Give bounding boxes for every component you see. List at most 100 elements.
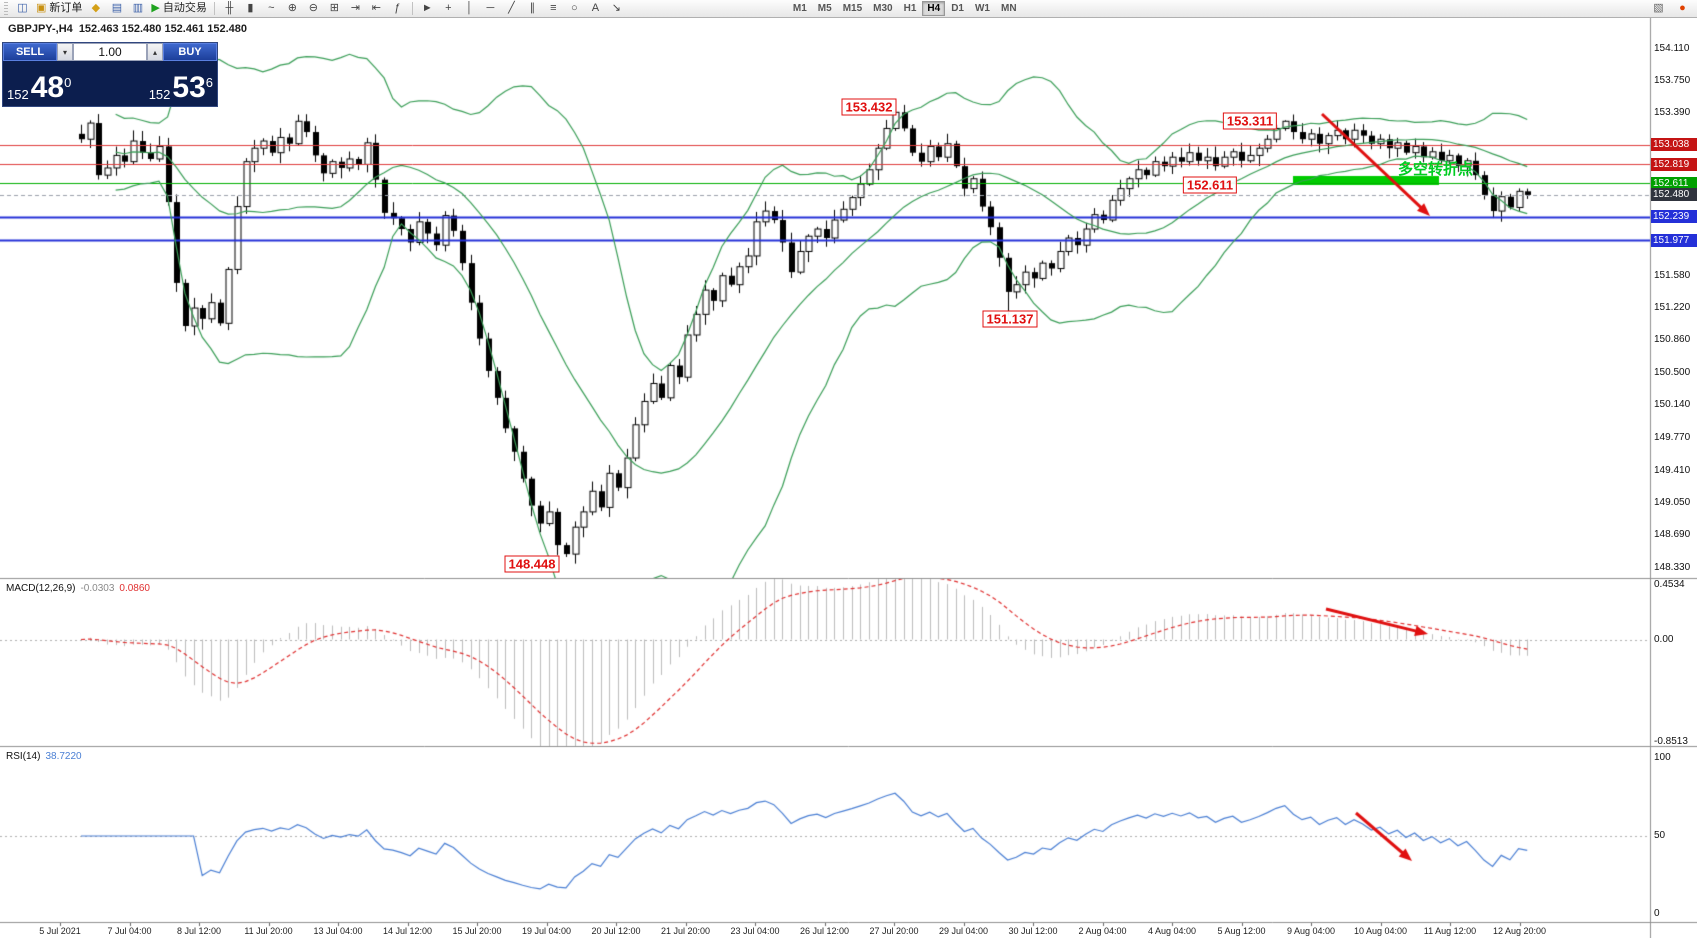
price-callout-152.611[interactable]: 152.611	[1182, 176, 1238, 194]
bar-chart-icon[interactable]: ╫	[219, 0, 240, 17]
text-icon[interactable]: A	[585, 0, 606, 17]
shapes-icon[interactable]: ○	[564, 0, 585, 17]
timeframe-button-m15[interactable]: M15	[842, 3, 863, 14]
buy-button[interactable]: BUY	[163, 43, 217, 61]
autotrade-button[interactable]: ▶ 自动交易	[148, 0, 209, 17]
one-click-trade-panel: SELL ▾ 1.00 ▴ BUY 152 48 0 152 53 6	[2, 42, 218, 107]
time-axis-label: 11 Aug 12:00	[1423, 926, 1477, 936]
volume-input[interactable]: 1.00	[73, 43, 147, 61]
rsi-axis-label: 50	[1654, 830, 1666, 841]
line-chart-icon[interactable]: ~	[261, 0, 282, 17]
zoom-out-icon[interactable]: ⊖	[303, 0, 324, 17]
new-order-button[interactable]: ▣ 新订单	[33, 0, 85, 17]
price-callout-151.137[interactable]: 151.137	[982, 310, 1038, 328]
data-window-icon: ▥	[132, 2, 144, 14]
price-callout-148.448[interactable]: 148.448	[504, 555, 560, 573]
indicators-icon[interactable]: ƒ	[387, 0, 408, 17]
bar-chart-icon: ╫	[225, 2, 234, 14]
price-axis-label: 153.750	[1654, 74, 1691, 86]
new-order-button-label: 新订单	[49, 2, 83, 14]
timeframe-button-h1[interactable]: H1	[903, 3, 917, 14]
time-axis-label: 7 Jul 04:00	[107, 926, 152, 936]
auto-scroll-icon[interactable]: ⇥	[345, 0, 366, 17]
rsi-value: 38.7220	[45, 751, 82, 762]
chart-shift-icon[interactable]: ⇤	[366, 0, 387, 17]
timeframe-button-h4[interactable]: H4	[922, 1, 946, 16]
zoom-in-icon[interactable]: ⊕	[282, 0, 303, 17]
time-axis-label: 13 Jul 04:00	[313, 926, 363, 936]
time-axis-label: 10 Aug 04:00	[1353, 926, 1408, 936]
shapes-icon: ○	[571, 2, 578, 14]
price-tag-152.239: 152.239	[1651, 210, 1697, 224]
alert-icon: ●	[1679, 2, 1686, 14]
price-callout-153.432[interactable]: 153.432	[841, 98, 897, 116]
time-axis-label: 19 Jul 04:00	[521, 926, 572, 936]
time-axis-label: 9 Aug 04:00	[1286, 926, 1336, 936]
toolbar: ◫ ▣ 新订单 ◆ ▤ ▥ ▶ 自动交易 ╫ ▮ ~ ⊕ ⊖ ⊞ ⇥ ⇤ ƒ ► + │ ─ ╱ ∥ ≡ ○ A ↘ M1 M5 M…	[0, 0, 1697, 18]
volume-increase-button[interactable]: ▴	[147, 43, 163, 61]
price-axis-label: 149.410	[1654, 464, 1691, 476]
time-axis-label: 30 Jul 12:00	[1008, 926, 1058, 936]
vertical-line-icon[interactable]: │	[459, 0, 480, 17]
market-watch-icon: ▤	[111, 2, 123, 14]
crosshair-icon[interactable]: +	[438, 0, 459, 17]
chart-area: GBPJPY-,H4 152.463 152.480 152.461 152.48…	[0, 18, 1697, 938]
help-icon: ▧	[1653, 2, 1664, 14]
chart-canvas[interactable]	[0, 18, 1697, 938]
rsi-label: RSI(14) 38.7220	[6, 751, 82, 762]
sell-price: 152 48 0	[7, 71, 72, 104]
chart-profiles-icon: ◆	[91, 2, 101, 14]
horizontal-line-icon[interactable]: ─	[480, 0, 501, 17]
line-chart-icon: ~	[268, 2, 275, 14]
candlestick-chart-icon[interactable]: ▮	[240, 0, 261, 17]
macd-axis-label: 0.00	[1654, 633, 1674, 645]
timeframe-button-w1[interactable]: W1	[974, 3, 990, 14]
alert-icon[interactable]: ●	[1672, 0, 1693, 17]
timeframe-button-m30[interactable]: M30	[873, 3, 893, 14]
price-axis-label: 151.220	[1654, 302, 1691, 314]
turning-point-label[interactable]: 多空转折点	[1398, 161, 1474, 178]
chart-window-icon[interactable]: ◫	[12, 0, 33, 17]
price-axis-label: 154.110	[1654, 42, 1690, 54]
timeframe-button-m1[interactable]: M1	[792, 3, 807, 14]
time-axis-label: 23 Jul 04:00	[730, 926, 780, 936]
cursor-icon[interactable]: ►	[417, 0, 438, 17]
indicators-icon: ƒ	[394, 2, 401, 14]
macd-axis-label: -0.8513	[1654, 736, 1688, 747]
toolbar-grip[interactable]	[4, 2, 8, 15]
timeframe-group: M1 M5 M15 M30 H1 H4 D1 W1 MN	[788, 1, 1022, 16]
chart-profiles-icon[interactable]: ◆	[85, 0, 106, 17]
price-axis-label: 150.500	[1654, 366, 1691, 378]
price-tag-152.819: 152.819	[1651, 157, 1697, 171]
trendline-icon[interactable]: ╱	[501, 0, 522, 17]
sell-button[interactable]: SELL	[3, 43, 57, 61]
time-axis-label: 8 Jul 12:00	[176, 926, 222, 936]
price-axis-label: 149.770	[1654, 432, 1691, 444]
time-axis-label: 12 Aug 20:00	[1492, 926, 1547, 936]
time-axis-label: 5 Aug 12:00	[1217, 926, 1266, 936]
time-axis-label: 15 Jul 20:00	[452, 926, 502, 936]
price-callout-153.311[interactable]: 153.311	[1222, 112, 1278, 130]
market-watch-icon[interactable]: ▤	[106, 0, 127, 17]
tile-windows-icon: ⊞	[329, 2, 339, 14]
time-axis-label: 20 Jul 12:00	[591, 926, 641, 936]
tile-windows-icon[interactable]: ⊞	[324, 0, 345, 17]
timeframe-button-m5[interactable]: M5	[817, 3, 832, 14]
price-axis-label: 150.140	[1654, 399, 1691, 411]
timeframe-button-mn[interactable]: MN	[1000, 3, 1017, 14]
price-tag-151.977: 151.977	[1651, 233, 1697, 247]
channel-icon[interactable]: ∥	[522, 0, 543, 17]
help-icon[interactable]: ▧	[1648, 0, 1669, 17]
timeframe-button-d1[interactable]: D1	[951, 3, 964, 14]
price-tag-152.611: 152.611	[1651, 176, 1697, 190]
arrow-object-icon[interactable]: ↘	[606, 0, 627, 17]
volume-decrease-button[interactable]: ▾	[57, 43, 73, 61]
chart-shift-icon: ⇤	[371, 2, 381, 14]
data-window-icon[interactable]: ▥	[127, 0, 148, 17]
time-axis-label: 29 Jul 04:00	[938, 926, 989, 936]
price-axis-label: 148.330	[1654, 561, 1691, 573]
vertical-line-icon: │	[465, 2, 473, 14]
chart-symbol-period: GBPJPY-,H4	[8, 23, 73, 35]
fibonacci-icon[interactable]: ≡	[543, 0, 564, 17]
macd-label: MACD(12,26,9) -0.0303 0.0860	[6, 583, 150, 594]
